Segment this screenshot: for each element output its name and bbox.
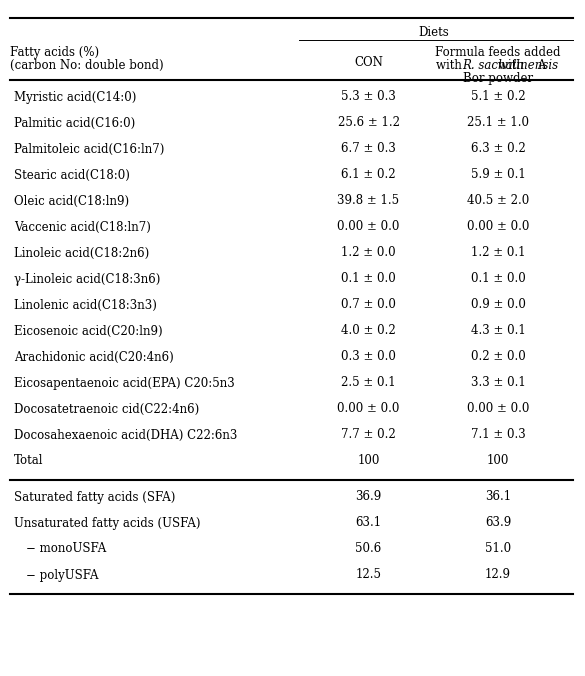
Text: Fatty acids (%): Fatty acids (%) — [10, 46, 99, 59]
Text: Docosahexaenoic acid(DHA) C22:6n3: Docosahexaenoic acid(DHA) C22:6n3 — [14, 429, 238, 441]
Text: with: with — [498, 59, 528, 72]
Text: 6.7 ± 0.3: 6.7 ± 0.3 — [341, 143, 396, 155]
Text: 6.3 ± 0.2: 6.3 ± 0.2 — [470, 143, 525, 155]
Text: 4.3 ± 0.1: 4.3 ± 0.1 — [470, 324, 525, 337]
Text: 0.7 ± 0.0: 0.7 ± 0.0 — [341, 299, 396, 312]
Text: Docosatetraenoic cid(C22:4n6): Docosatetraenoic cid(C22:4n6) — [14, 402, 199, 416]
Text: 7.7 ± 0.2: 7.7 ± 0.2 — [341, 429, 396, 441]
Text: 12.9: 12.9 — [485, 569, 511, 581]
Text: 0.00 ± 0.0: 0.00 ± 0.0 — [467, 220, 529, 233]
Text: 5.3 ± 0.3: 5.3 ± 0.3 — [341, 91, 396, 103]
Text: 1.2 ± 0.1: 1.2 ± 0.1 — [471, 247, 525, 260]
Text: 50.6: 50.6 — [356, 543, 381, 556]
Text: 0.2 ± 0.0: 0.2 ± 0.0 — [470, 350, 525, 364]
Text: 39.8 ± 1.5: 39.8 ± 1.5 — [338, 195, 400, 208]
Text: (carbon No: double bond): (carbon No: double bond) — [10, 59, 164, 72]
Text: Arachidonic acid(C20:4n6): Arachidonic acid(C20:4n6) — [14, 350, 174, 364]
Text: 12.5: 12.5 — [356, 569, 381, 581]
Text: A: A — [534, 59, 546, 72]
Text: Eicosenoic acid(C20:ln9): Eicosenoic acid(C20:ln9) — [14, 324, 163, 337]
Text: 100: 100 — [357, 454, 380, 468]
Text: 0.1 ± 0.0: 0.1 ± 0.0 — [470, 272, 525, 285]
Text: CON: CON — [354, 57, 383, 70]
Text: Linoleic acid(C18:2n6): Linoleic acid(C18:2n6) — [14, 247, 149, 260]
Text: Linolenic acid(C18:3n3): Linolenic acid(C18:3n3) — [14, 299, 157, 312]
Text: 1.2 ± 0.0: 1.2 ± 0.0 — [341, 247, 396, 260]
Text: γ-Linoleic acid(C18:3n6): γ-Linoleic acid(C18:3n6) — [14, 272, 160, 285]
Text: 25.1 ± 1.0: 25.1 ± 1.0 — [467, 116, 529, 130]
Text: 0.00 ± 0.0: 0.00 ± 0.0 — [338, 220, 400, 233]
Text: − polyUSFA: − polyUSFA — [26, 569, 98, 581]
Text: 2.5 ± 0.1: 2.5 ± 0.1 — [341, 377, 396, 389]
Text: 4.0 ± 0.2: 4.0 ± 0.2 — [341, 324, 396, 337]
Text: Myristic acid(C14:0): Myristic acid(C14:0) — [14, 91, 136, 103]
Text: Palmitic acid(C16:0): Palmitic acid(C16:0) — [14, 116, 135, 130]
Text: Stearic acid(C18:0): Stearic acid(C18:0) — [14, 168, 130, 181]
Text: with: with — [436, 59, 466, 72]
Text: 25.6 ± 1.2: 25.6 ± 1.2 — [338, 116, 400, 130]
Text: Total: Total — [14, 454, 43, 468]
Text: 0.00 ± 0.0: 0.00 ± 0.0 — [467, 402, 529, 416]
Text: 5.9 ± 0.1: 5.9 ± 0.1 — [470, 168, 525, 181]
Text: 0.9 ± 0.0: 0.9 ± 0.0 — [470, 299, 525, 312]
Text: Saturated fatty acids (SFA): Saturated fatty acids (SFA) — [14, 491, 175, 504]
Text: Diets: Diets — [418, 26, 449, 39]
Text: Bor powder: Bor powder — [463, 72, 533, 85]
Text: 36.9: 36.9 — [356, 491, 381, 504]
Text: 51.0: 51.0 — [485, 543, 511, 556]
Text: 40.5 ± 2.0: 40.5 ± 2.0 — [467, 195, 529, 208]
Text: 63.1: 63.1 — [356, 516, 381, 529]
Text: − monoUSFA: − monoUSFA — [26, 543, 106, 556]
Text: 0.1 ± 0.0: 0.1 ± 0.0 — [341, 272, 396, 285]
Text: Oleic acid(C18:ln9): Oleic acid(C18:ln9) — [14, 195, 129, 208]
Text: Palmitoleic acid(C16:ln7): Palmitoleic acid(C16:ln7) — [14, 143, 164, 155]
Text: Vaccenic acid(C18:ln7): Vaccenic acid(C18:ln7) — [14, 220, 151, 233]
Text: Formula feeds added: Formula feeds added — [435, 46, 561, 59]
Text: 63.9: 63.9 — [485, 516, 511, 529]
Text: 5.1 ± 0.2: 5.1 ± 0.2 — [471, 91, 525, 103]
Text: Unsaturated fatty acids (USFA): Unsaturated fatty acids (USFA) — [14, 516, 201, 529]
Text: 36.1: 36.1 — [485, 491, 511, 504]
Text: 0.00 ± 0.0: 0.00 ± 0.0 — [338, 402, 400, 416]
Text: 6.1 ± 0.2: 6.1 ± 0.2 — [341, 168, 396, 181]
Text: 7.1 ± 0.3: 7.1 ± 0.3 — [470, 429, 525, 441]
Text: 100: 100 — [487, 454, 509, 468]
Text: Eicosapentaenoic acid(EPA) C20:5n3: Eicosapentaenoic acid(EPA) C20:5n3 — [14, 377, 235, 389]
Text: R. sachalinensis: R. sachalinensis — [462, 59, 558, 72]
Text: 0.3 ± 0.0: 0.3 ± 0.0 — [341, 350, 396, 364]
Text: 3.3 ± 0.1: 3.3 ± 0.1 — [470, 377, 525, 389]
